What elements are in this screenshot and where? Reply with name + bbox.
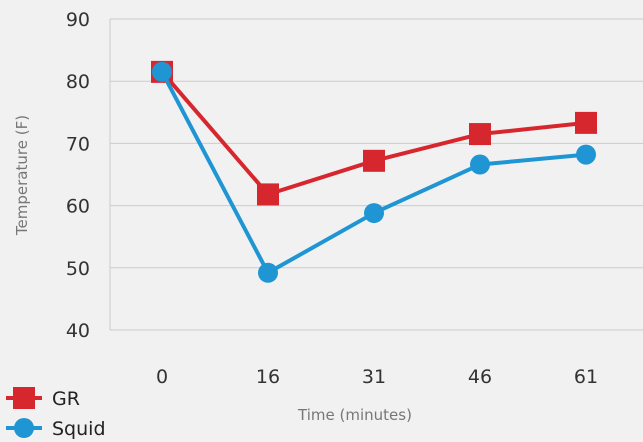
- legend: GR Squid: [6, 387, 106, 440]
- legend-marker-gr: [13, 387, 35, 409]
- data-point-squid: [470, 154, 490, 175]
- x-tick-label: 0: [156, 366, 168, 388]
- data-point-gr: [469, 123, 491, 146]
- x-axis-label: Time (minutes): [297, 406, 412, 424]
- legend-item-gr: GR: [6, 387, 80, 410]
- legend-item-squid: Squid: [6, 418, 106, 440]
- x-tick-label: 31: [362, 366, 386, 388]
- data-point-squid: [152, 61, 172, 82]
- y-tick-label: 50: [66, 258, 90, 280]
- data-point-gr: [257, 183, 279, 206]
- legend-label-squid: Squid: [52, 418, 106, 440]
- legend-label-gr: GR: [52, 388, 80, 410]
- series-gr: [151, 60, 597, 206]
- x-tick-label: 61: [574, 366, 598, 388]
- y-axis-label: Temperature (F): [13, 115, 31, 236]
- series-squid: [152, 61, 596, 283]
- data-point-squid: [576, 144, 596, 165]
- data-point-gr: [363, 149, 385, 172]
- data-point-squid: [364, 203, 384, 224]
- series-line-squid: [160, 70, 587, 275]
- y-tick-label: 90: [66, 9, 90, 31]
- legend-marker-squid: [14, 418, 34, 438]
- x-tick-label: 46: [468, 366, 492, 388]
- y-tick-label: 60: [66, 196, 90, 218]
- y-tick-label: 40: [66, 320, 90, 342]
- data-point-gr: [575, 111, 597, 134]
- series-line-gr: [160, 70, 587, 197]
- x-tick-label: 16: [256, 366, 280, 388]
- y-tick-label: 70: [66, 133, 90, 155]
- data-point-squid: [258, 262, 278, 283]
- y-tick-label: 80: [66, 71, 90, 93]
